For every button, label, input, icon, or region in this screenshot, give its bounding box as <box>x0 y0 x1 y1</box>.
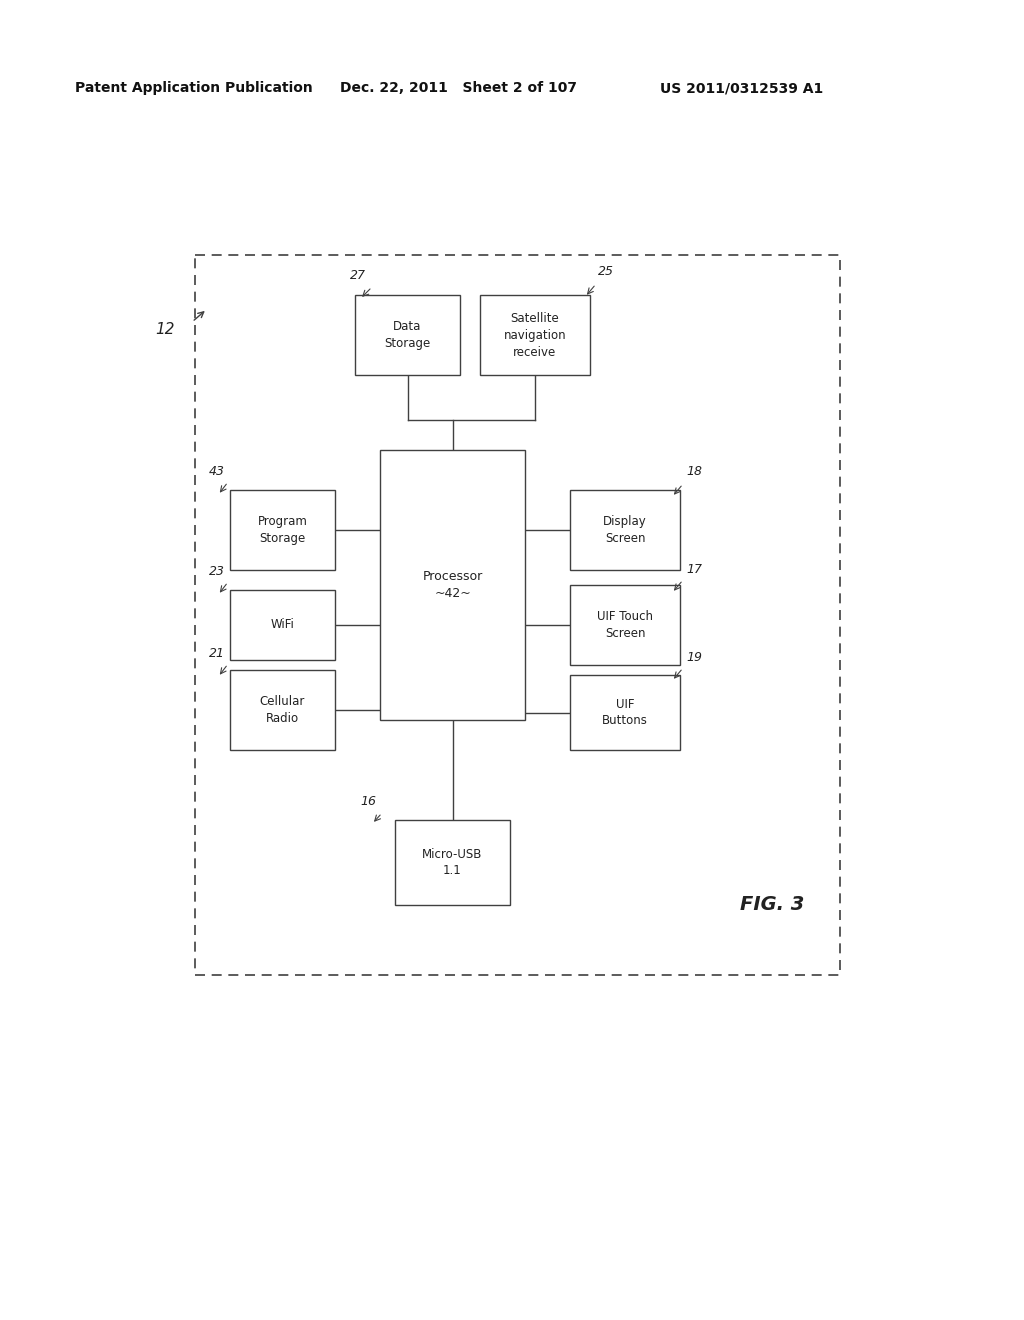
Bar <box>570 675 680 750</box>
Text: Micro-USB
1.1: Micro-USB 1.1 <box>422 847 482 878</box>
Bar <box>395 820 510 906</box>
Bar <box>570 490 680 570</box>
Text: 17: 17 <box>686 564 702 576</box>
Text: 16: 16 <box>360 795 376 808</box>
Text: Processor
~42~: Processor ~42~ <box>422 570 482 601</box>
Bar <box>195 255 840 975</box>
Text: Dec. 22, 2011   Sheet 2 of 107: Dec. 22, 2011 Sheet 2 of 107 <box>340 81 577 95</box>
Text: Data
Storage: Data Storage <box>384 319 431 350</box>
Text: Program
Storage: Program Storage <box>258 515 307 545</box>
Text: WiFi: WiFi <box>270 619 295 631</box>
Bar <box>355 294 460 375</box>
Bar <box>570 585 680 665</box>
Text: Satellite
navigation
receive: Satellite navigation receive <box>504 312 566 359</box>
Bar <box>230 590 335 660</box>
Text: 18: 18 <box>686 465 702 478</box>
Text: 12: 12 <box>156 322 175 338</box>
Text: Display
Screen: Display Screen <box>603 515 647 545</box>
Bar <box>230 490 335 570</box>
Bar <box>230 671 335 750</box>
Text: 21: 21 <box>209 647 225 660</box>
Text: 43: 43 <box>209 465 225 478</box>
Text: US 2011/0312539 A1: US 2011/0312539 A1 <box>660 81 823 95</box>
Text: 27: 27 <box>350 269 366 282</box>
Text: FIG. 3: FIG. 3 <box>740 895 805 915</box>
Text: 23: 23 <box>209 565 225 578</box>
Text: Cellular
Radio: Cellular Radio <box>260 696 305 725</box>
Text: UIF
Buttons: UIF Buttons <box>602 697 648 727</box>
Text: 25: 25 <box>598 265 614 279</box>
Text: UIF Touch
Screen: UIF Touch Screen <box>597 610 653 640</box>
Bar <box>480 294 590 375</box>
Text: Patent Application Publication: Patent Application Publication <box>75 81 312 95</box>
Text: 19: 19 <box>686 651 702 664</box>
Bar <box>380 450 525 719</box>
